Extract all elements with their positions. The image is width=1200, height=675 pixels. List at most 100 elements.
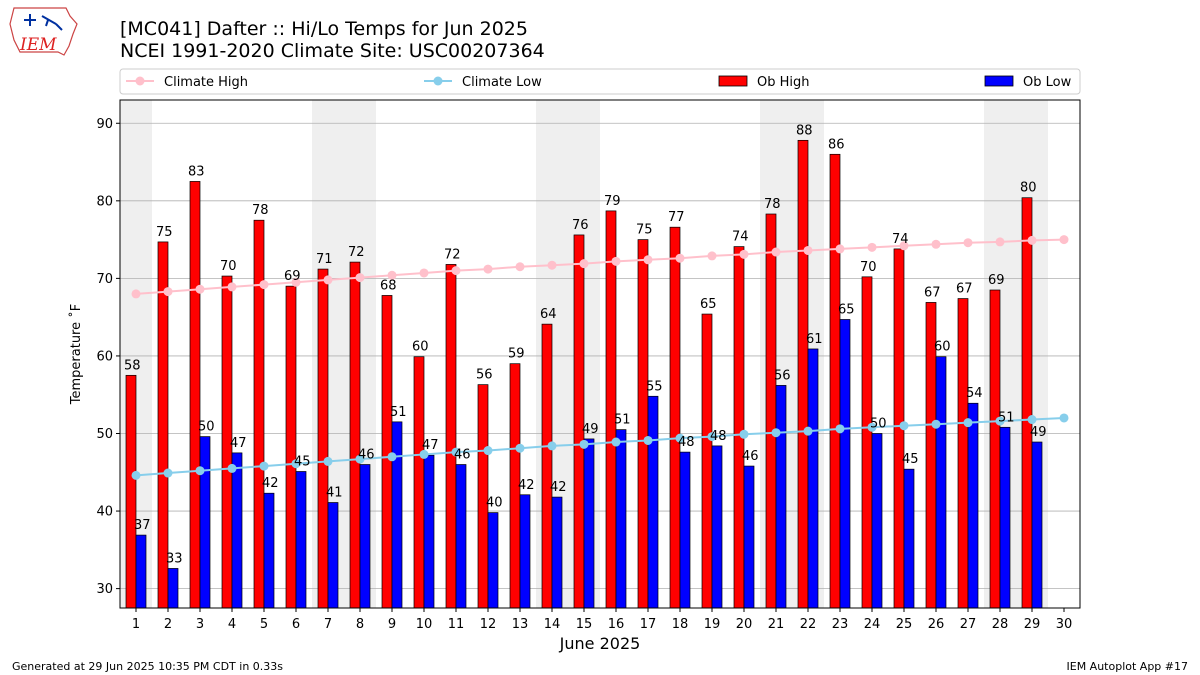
y-tick-label-70: 70 (96, 272, 113, 287)
climate-low-point-day-24 (867, 422, 877, 432)
ob-high-label-day-8: 72 (348, 245, 365, 260)
ob-high-label-day-25: 74 (892, 232, 909, 247)
bar-labels: 58 75 83 70 78 69 71 72 68 60 72 56 59 64 76 79 75 77 65 74… (124, 123, 1047, 566)
ob-high-label-day-27: 67 (956, 282, 973, 297)
ob-high-bar-day-9 (381, 295, 393, 609)
climate-high-point-day-11 (451, 266, 461, 276)
climate-low-point-day-30 (1059, 413, 1069, 423)
climate-high-point-day-25 (899, 241, 909, 251)
climate-high-point-day-30 (1059, 235, 1069, 245)
climate-low-point-day-8 (355, 454, 365, 464)
ob-high-label-day-6: 69 (284, 269, 301, 284)
ob-high-label-day-1: 58 (124, 358, 141, 373)
x-tick-label-14: 14 (544, 617, 561, 632)
legend: Climate High Climate Low Ob High Ob Low (119, 68, 1081, 95)
climate-high-point-day-7 (323, 275, 333, 285)
ob-low-bar-day-22 (807, 348, 819, 609)
climate-high-point-day-24 (867, 242, 877, 252)
ob-low-bar-day-25 (903, 468, 915, 609)
ob-high-bar-day-19 (701, 313, 713, 609)
ob-low-label-day-18: 48 (678, 435, 695, 450)
x-tick-label-11: 11 (448, 617, 465, 632)
ob-low-label-day-23: 65 (838, 302, 855, 317)
x-tick-label-10: 10 (416, 617, 433, 632)
ob-low-bar-day-2 (167, 568, 179, 609)
climate-high-point-day-29 (1027, 235, 1037, 245)
ob-low-bar-day-15 (583, 438, 595, 609)
climate-high-point-day-6 (291, 277, 301, 287)
y-tick-label-80: 80 (96, 194, 113, 209)
ob-low-label-day-3: 50 (198, 420, 215, 435)
ob-low-label-day-21: 56 (774, 368, 791, 383)
legend-marker-climate-low (433, 76, 443, 86)
climate-high-point-day-12 (483, 264, 493, 274)
climate-high-point-day-16 (611, 256, 621, 266)
x-axis-label: June 2025 (559, 634, 641, 653)
y-tick-label-40: 40 (96, 505, 113, 520)
x-tick-label-19: 19 (704, 617, 721, 632)
ob-high-label-day-12: 56 (476, 368, 493, 383)
ob-high-bar-day-14 (541, 323, 553, 609)
ob-high-label-day-24: 70 (860, 260, 877, 275)
plot-frame (119, 99, 1081, 609)
ob-low-label-day-11: 46 (454, 448, 471, 463)
ob-high-label-day-22: 88 (796, 123, 813, 138)
ob-high-bar-day-29 (1021, 197, 1033, 609)
legend-marker-climate-high (135, 76, 145, 86)
climate-high-point-day-28 (995, 237, 1005, 247)
ob-low-bar-day-18 (679, 451, 691, 609)
climate-low-point-day-26 (931, 419, 941, 429)
x-tick-label-15: 15 (576, 617, 593, 632)
ob-high-label-day-18: 77 (668, 210, 685, 225)
climate-low-point-day-14 (547, 441, 557, 451)
ob-low-label-day-25: 45 (902, 452, 919, 467)
ob-low-bar-day-16 (615, 429, 627, 609)
ob-high-bar-day-6 (285, 285, 297, 609)
climate-high-point-day-19 (707, 251, 717, 261)
ob-low-bar-day-12 (487, 512, 499, 609)
climate-low-point-day-25 (899, 421, 909, 431)
ob-low-label-day-5: 42 (262, 476, 279, 491)
ob-high-bar-day-24 (861, 276, 873, 609)
ob-low-label-day-16: 51 (614, 413, 631, 428)
climate-low-point-day-17 (643, 435, 653, 445)
ob-high-label-day-16: 79 (604, 194, 621, 209)
y-axis-label: Temperature ˚F (68, 304, 84, 405)
ob-high-label-day-21: 78 (764, 197, 781, 212)
ob-high-label-day-29: 80 (1020, 181, 1037, 196)
ob-low-label-day-6: 45 (294, 454, 311, 469)
climate-low-point-day-20 (739, 429, 749, 439)
legend-item-ob-low: Ob Low (984, 75, 1072, 90)
climate-high-point-day-22 (803, 245, 813, 255)
climate-low-point-day-2 (163, 468, 173, 478)
ob-low-bar-day-24 (871, 433, 883, 609)
ob-low-bar-day-5 (263, 492, 275, 609)
ob-low-bar-day-3 (199, 436, 211, 609)
climate-low-point-day-19 (707, 432, 717, 442)
ob-low-label-day-28: 51 (998, 410, 1015, 425)
ob-low-bar-day-20 (743, 465, 755, 609)
x-tick-label-29: 29 (1024, 617, 1041, 632)
ob-low-bar-day-7 (327, 502, 339, 609)
ob-high-label-day-23: 86 (828, 137, 845, 152)
legend-label-ob-low: Ob Low (1023, 75, 1072, 90)
climate-low-point-day-4 (227, 463, 237, 473)
legend-frame (119, 68, 1081, 95)
ob-low-label-day-22: 61 (806, 332, 823, 347)
x-tick-label-24: 24 (864, 617, 881, 632)
ob-high-bar-day-21 (765, 213, 777, 609)
climate-low-point-day-18 (675, 433, 685, 443)
ob-high-label-day-7: 71 (316, 252, 333, 267)
x-tick-label-12: 12 (480, 617, 497, 632)
ob-low-label-day-26: 60 (934, 340, 951, 355)
legend-label-climate-low: Climate Low (462, 75, 542, 90)
y-tick-label-30: 30 (96, 582, 113, 597)
climate-high-point-day-5 (259, 280, 269, 290)
ob-low-bar-day-14 (551, 496, 563, 609)
ob-low-bar-day-17 (647, 395, 659, 609)
ob-low-label-day-9: 51 (390, 405, 407, 420)
x-tick-label-7: 7 (324, 617, 332, 632)
ob-high-label-day-20: 74 (732, 230, 749, 245)
ob-low-label-day-27: 54 (966, 386, 983, 401)
ob-high-label-day-4: 70 (220, 259, 237, 274)
